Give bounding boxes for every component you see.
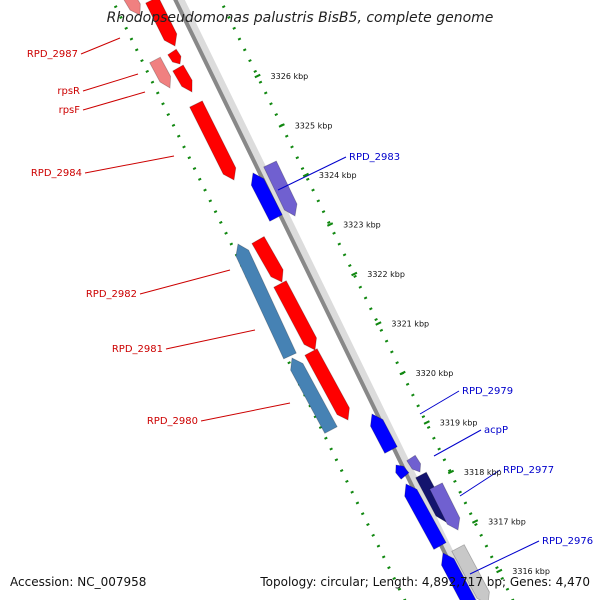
gene-label: RPD_2980: [147, 416, 198, 427]
rrna-feature: [235, 243, 297, 360]
accession-text: Accession: NC_007958: [10, 575, 147, 589]
tick-mark: [423, 420, 430, 425]
gene-labels: RPD_2987 rpsR rpsF RPD_2984 RPD_2982 RPD_2981…: [27, 37, 593, 575]
gene-label: RPD_2983: [349, 152, 400, 163]
tick-mark: [302, 172, 310, 178]
tick-label: 3318 kbp: [464, 468, 502, 477]
gc-skew-dotted-lines: [110, 0, 515, 600]
backbone-shadow: [175, 0, 478, 600]
gene-label-connector: [80, 37, 121, 55]
gene-label: RPD_2976: [542, 536, 593, 547]
gene-label-connector: [84, 155, 175, 174]
tick-mark: [375, 321, 382, 326]
tick-label: 3324 kbp: [319, 171, 357, 180]
topology-summary: Topology: circular; Length: 4,892,717 bp…: [260, 575, 590, 589]
tick-mark: [399, 370, 406, 376]
gene-label: rpsF: [59, 105, 81, 116]
gene-arrow: [167, 48, 182, 65]
gene-label-connector: [277, 156, 347, 191]
gene-arrow: [429, 482, 461, 531]
gene-label-connector: [419, 390, 460, 415]
gene-label-connector: [139, 269, 231, 295]
gene-label: RPD_2979: [462, 386, 513, 397]
tick-label: 3317 kbp: [488, 518, 526, 527]
position-ticks: 3326 kbp 3325 kbp 3324 kbp 3323 kbp 3322 kbp…: [254, 72, 550, 576]
gene-arrow: [451, 544, 490, 600]
tick-label: 3316 kbp: [512, 567, 550, 576]
gene-arrow: [395, 464, 410, 480]
tick-label: 3323 kbp: [343, 221, 381, 230]
gene-arrow: [172, 64, 193, 93]
tick-label: 3322 kbp: [367, 270, 405, 279]
gene-label: RPD_2984: [31, 168, 82, 179]
tick-mark: [496, 568, 503, 574]
tick-label: 3321 kbp: [391, 320, 429, 329]
gene-label: RPD_2981: [112, 344, 163, 355]
gene-label-connector: [433, 429, 482, 457]
tick-label: 3320 kbp: [416, 369, 454, 378]
tick-label: 3319 kbp: [440, 419, 478, 428]
map-title: Rhodopseudomonas palustris BisB5, comple…: [107, 10, 494, 26]
tick-label: 3326 kbp: [271, 72, 309, 81]
gene-arrow: [251, 235, 284, 283]
gene-arrow: [149, 56, 172, 89]
gene-label: RPD_2987: [27, 49, 78, 60]
gene-arrow: [273, 280, 317, 351]
gene-label-connector: [82, 73, 139, 92]
gene-arrow: [145, 0, 178, 47]
gene-label: rpsR: [57, 86, 80, 97]
tick-mark: [326, 222, 334, 227]
tick-mark: [471, 519, 479, 524]
gene-arrow: [441, 552, 477, 600]
tick-mark: [278, 123, 285, 128]
gene-label: RPD_2982: [86, 289, 137, 300]
gene-features: [123, 0, 490, 600]
gene-label-connector: [82, 91, 146, 111]
gene-label-connector: [200, 402, 291, 422]
tick-label: 3325 kbp: [295, 122, 333, 131]
gene-arrow: [304, 348, 350, 421]
gene-arrow: [406, 454, 422, 473]
gene-arrow: [370, 413, 398, 454]
tick-mark: [351, 271, 358, 277]
gene-arrow: [189, 100, 237, 181]
rrna-feature: [290, 357, 338, 434]
gene-arrow: [123, 0, 141, 16]
gene-arrow: [404, 483, 447, 550]
gene-label: RPD_2977: [503, 465, 554, 476]
gene-arrow: [250, 172, 283, 222]
gene-label-connector: [469, 540, 540, 575]
tick-mark: [447, 469, 455, 475]
gene-label-connector: [165, 329, 256, 350]
gene-label: acpP: [484, 425, 508, 436]
gene-label-connector: [459, 469, 501, 497]
tick-mark: [254, 73, 261, 79]
